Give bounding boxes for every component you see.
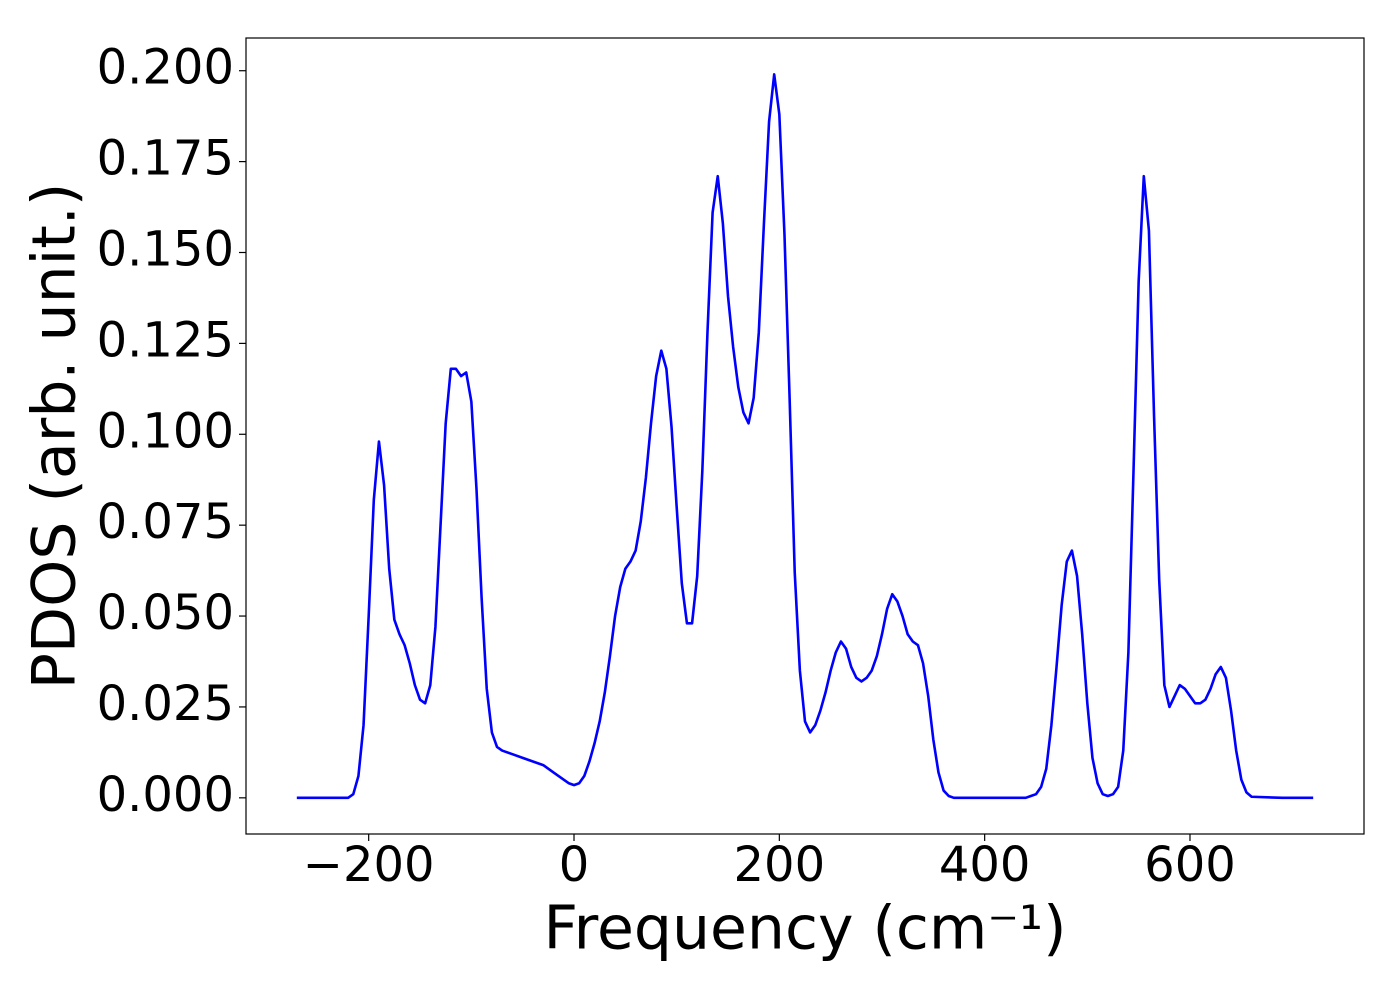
y-axis-label: PDOS (arb. unit.)	[20, 183, 90, 690]
y-tick-label: 0.075	[97, 494, 234, 550]
x-tick-label: 400	[939, 837, 1031, 893]
y-tick-label: 0.100	[97, 403, 234, 459]
y-tick-label: 0.150	[97, 221, 234, 277]
y-tick-label: 0.000	[97, 767, 234, 823]
x-tick-label: 200	[734, 837, 826, 893]
x-tick-label: 0	[559, 837, 590, 893]
x-axis-label: Frequency (cm⁻¹)	[543, 894, 1066, 964]
y-tick-label: 0.125	[97, 312, 234, 368]
y-tick-label: 0.050	[97, 585, 234, 641]
y-tick-label: 0.175	[97, 131, 234, 187]
plot-frame	[245, 37, 1365, 835]
y-tick-label: 0.200	[97, 40, 234, 96]
y-tick-label: 0.025	[97, 676, 234, 732]
x-tick-label: 600	[1144, 837, 1236, 893]
data-line	[296, 73, 1314, 800]
x-tick-label: −200	[303, 837, 435, 893]
